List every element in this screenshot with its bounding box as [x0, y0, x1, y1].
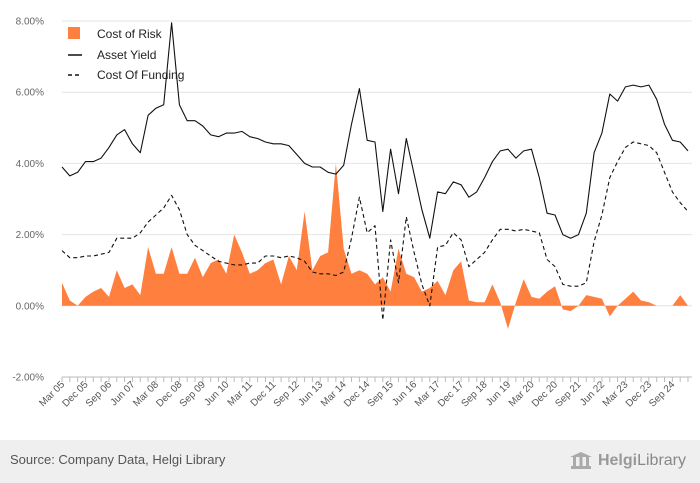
- library-building-icon: [569, 452, 592, 469]
- x-tick-label: Sep 06: [84, 379, 114, 409]
- cost-of-risk-area: [62, 163, 688, 329]
- y-axis-ticks: -2.00% 0.00% 2.00% 4.00% 6.00% 8.00%: [12, 17, 44, 384]
- y-tick-label: 4.00%: [16, 159, 44, 170]
- line-series-layer: [61, 22, 689, 321]
- y-tick-label: 0.00%: [16, 301, 44, 312]
- legend-swatch-cost-of-risk: [68, 27, 80, 39]
- brand-name: HelgiLibrary: [598, 452, 686, 470]
- source-note: Source: Company Data, Helgi Library: [10, 452, 226, 467]
- x-tick-label: Sep 21: [553, 379, 583, 409]
- brand-name-bold: Helgi: [597, 452, 638, 469]
- cost-of-risk-area-layer: [62, 163, 688, 329]
- x-tick-label: Sep 09: [178, 379, 208, 409]
- chart-canvas: -2.00% 0.00% 2.00% 4.00% 6.00% 8.00% Mar 05De…: [12, 17, 692, 410]
- y-tick-label: 8.00%: [16, 17, 44, 28]
- legend: Cost of Risk Asset Yield Cost Of Funding: [68, 27, 184, 82]
- y-tick-label: 2.00%: [16, 230, 44, 241]
- y-tick-label: -2.00%: [12, 373, 44, 384]
- y-tick-label: 6.00%: [16, 88, 44, 99]
- x-tick-label: Sep 15: [366, 379, 396, 409]
- footer-bar: Source: Company Data, Helgi Library Helg…: [0, 440, 700, 483]
- legend-label-cost-of-risk: Cost of Risk: [97, 27, 163, 41]
- x-tick-label: Sep 18: [459, 379, 489, 409]
- legend-label-cost-of-funding: Cost Of Funding: [97, 68, 184, 82]
- brand-name-rest: Library: [637, 452, 686, 469]
- legend-label-asset-yield: Asset Yield: [97, 48, 156, 62]
- asset-yield-line: [61, 22, 689, 239]
- helgi-library-logo: HelgiLibrary: [569, 448, 686, 474]
- x-axis: [61, 376, 692, 382]
- x-tick-label: Jun 10: [202, 379, 231, 408]
- cost-of-funding-line: [61, 141, 689, 321]
- x-tick-label: Sep 24: [647, 379, 677, 409]
- x-tick-label: Sep 12: [272, 379, 302, 409]
